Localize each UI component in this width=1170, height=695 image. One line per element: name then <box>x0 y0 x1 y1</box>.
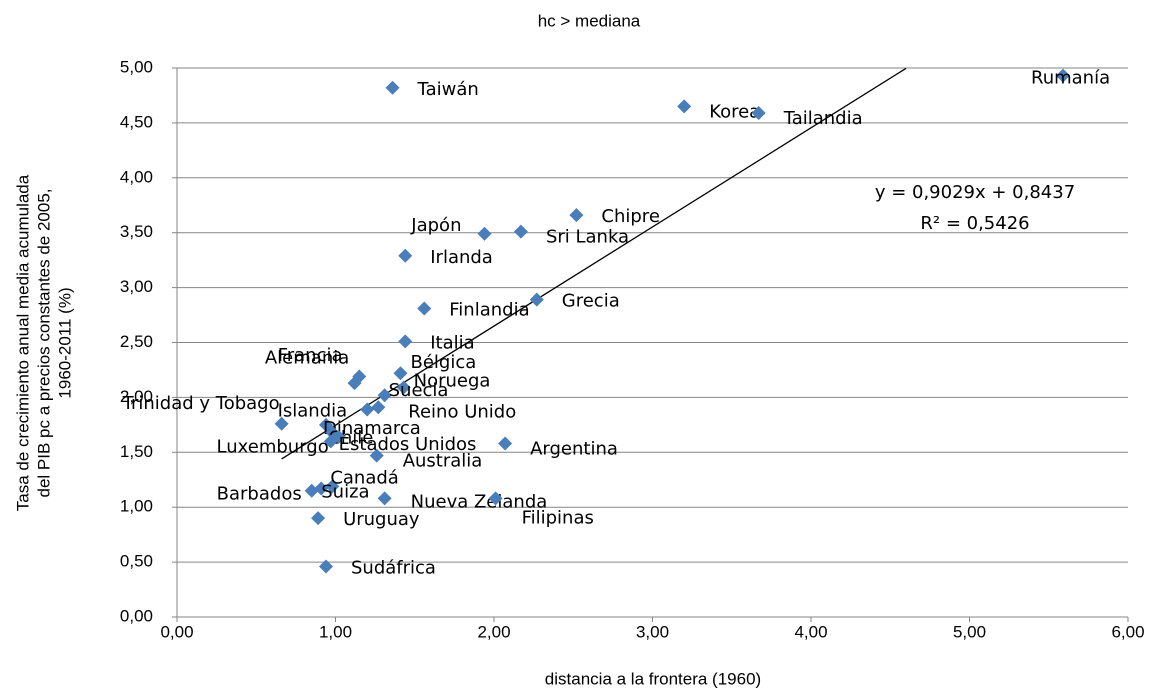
y-tick-label: 0,50 <box>120 552 153 571</box>
y-tick-label: 5,00 <box>120 57 153 76</box>
point-label: Korea <box>709 101 760 122</box>
scatter-point <box>325 479 340 494</box>
point-label: Bélgica <box>410 352 476 373</box>
x-tick-label: 5,00 <box>953 622 986 641</box>
scatter-point <box>304 483 319 498</box>
scatter-point <box>369 448 384 463</box>
scatter-point <box>751 106 766 121</box>
point-label: Nueva Zelanda <box>411 491 548 512</box>
y-tick-label: 3,50 <box>120 222 153 241</box>
scatter-point <box>677 99 692 114</box>
point-label: Italia <box>430 332 474 353</box>
scatter-point <box>417 301 432 316</box>
point-label: Alemania <box>265 348 349 369</box>
scatter-point <box>360 402 375 417</box>
x-tick-label: 6,00 <box>1111 622 1144 641</box>
point-label: Estados Unidos <box>339 434 477 455</box>
point-label: Francia <box>278 345 343 366</box>
y-tick-label: 0,00 <box>120 606 153 625</box>
point-label: Luxemburgo <box>217 436 329 457</box>
scatter-point <box>331 429 346 444</box>
x-axis-title: distancia a la frontera (1960) <box>545 669 761 688</box>
scatter-point <box>1056 68 1071 83</box>
x-tick-label: 1,00 <box>319 622 352 641</box>
point-label: Irlanda <box>430 247 493 268</box>
point-label: Argentina <box>530 439 618 460</box>
scatter-point <box>314 481 329 496</box>
point-label: Tailandia <box>783 108 863 129</box>
x-tick-label: 3,00 <box>636 622 669 641</box>
y-axis-title: Tasa de crecimiento anual media acumulad… <box>13 174 32 511</box>
scatter-point <box>274 416 289 431</box>
scatter-point <box>311 511 326 526</box>
x-tick-label: 2,00 <box>477 622 510 641</box>
y-tick-label: 2,00 <box>120 387 153 406</box>
scatter-point <box>529 292 544 307</box>
point-label: Canadá <box>330 467 399 488</box>
scatter-point <box>377 388 392 403</box>
point-label: Japón <box>410 215 461 236</box>
point-label: Barbados <box>217 484 302 505</box>
chart-title: hc > mediana <box>538 11 641 30</box>
scatter-point <box>318 417 333 432</box>
point-label: Taiwán <box>417 79 479 100</box>
trend-equation: y = 0,9029x + 0,8437 <box>875 182 1075 203</box>
point-label: Suecia <box>389 380 449 401</box>
scatter-point <box>569 208 584 223</box>
point-label: Sri Lanka <box>546 227 629 248</box>
scatter-point <box>352 369 367 384</box>
x-tick-label: 4,00 <box>794 622 827 641</box>
point-label: Filipinas <box>522 507 594 528</box>
scatter-point <box>318 559 333 574</box>
point-label: Dinamarca <box>323 418 421 439</box>
y-tick-label: 2,50 <box>120 332 153 351</box>
point-label: Uruguay <box>343 509 420 530</box>
point-label: Chipre <box>601 206 659 227</box>
point-label: Reino Unido <box>408 401 516 422</box>
y-tick-label: 4,00 <box>120 167 153 186</box>
point-label: Rumanía <box>1031 68 1110 89</box>
y-tick-label: 4,50 <box>120 112 153 131</box>
scatter-point <box>477 226 492 241</box>
y-axis-title: 1960-2011 (%) <box>55 287 74 398</box>
point-label: Trinidad y Tobago <box>122 393 280 414</box>
scatter-point <box>385 80 400 95</box>
scatter-point <box>377 491 392 506</box>
scatter-point <box>393 366 408 381</box>
point-label: Islandia <box>278 400 348 421</box>
point-label: Noruega <box>414 371 491 392</box>
x-tick-label: 0,00 <box>160 622 193 641</box>
point-label: Grecia <box>562 291 620 312</box>
y-axis-title: del PIB pc a precios constantes de 2005, <box>34 188 53 497</box>
scatter-point <box>398 334 413 349</box>
point-label: Sudáfrica <box>351 557 436 578</box>
trend-r2: R² = 0,5426 <box>920 213 1029 234</box>
scatter-point <box>513 224 528 239</box>
y-tick-label: 1,50 <box>120 442 153 461</box>
y-tick-label: 1,00 <box>120 497 153 516</box>
point-label: Suiza <box>321 482 369 503</box>
scatter-point <box>396 380 411 395</box>
y-tick-label: 3,00 <box>120 277 153 296</box>
point-label: Australia <box>403 451 483 472</box>
point-label: Finlandia <box>449 299 529 320</box>
scatter-point <box>371 400 386 415</box>
scatter-point <box>398 248 413 263</box>
scatter-point <box>498 436 513 451</box>
scatter-point <box>488 491 503 506</box>
